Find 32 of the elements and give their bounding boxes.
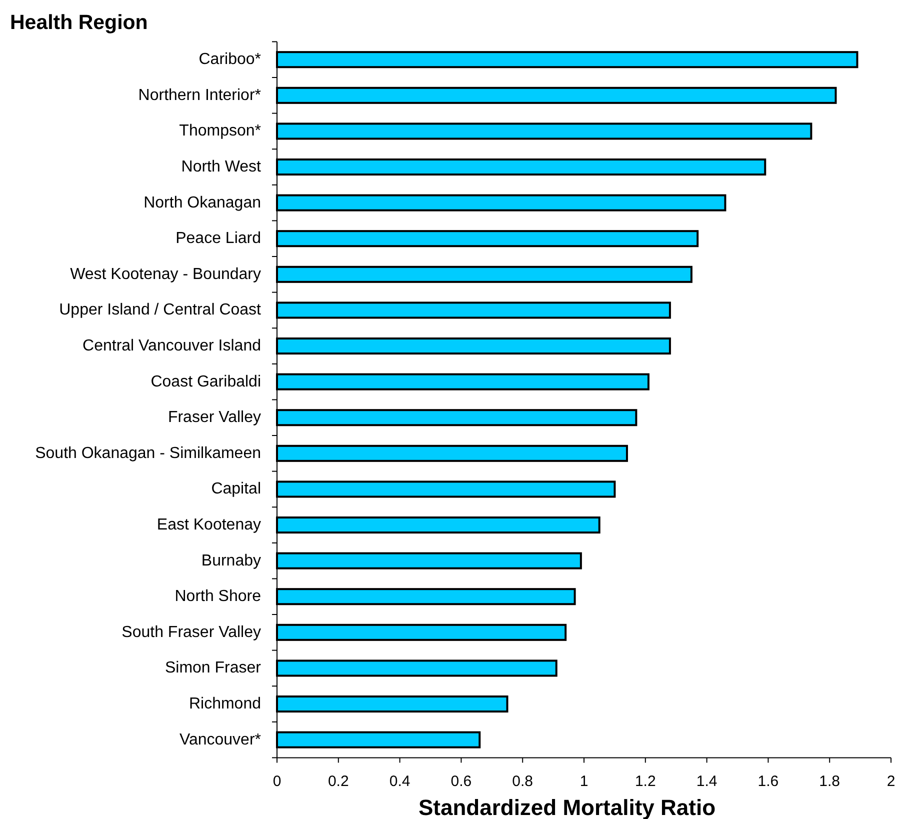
y-tick-label: Upper Island / Central Coast: [59, 302, 262, 319]
y-tick-label: East Kootenay: [156, 516, 261, 534]
x-tick-label: 1: [580, 773, 588, 790]
y-axis-title: Health Region: [10, 11, 148, 34]
y-tick-label: North Shore: [174, 588, 262, 606]
y-tick-label: Central Vancouver Island: [82, 338, 261, 354]
y-tick-label: Simon Fraser: [164, 660, 262, 677]
y-tick-label: South Okanagan - Similkameen: [35, 444, 261, 462]
x-tick-label: 1.4: [696, 773, 718, 790]
y-tick-label: Thompson*: [179, 122, 261, 140]
x-tick-label: 0: [272, 773, 282, 790]
y-tick-label: Capital: [211, 480, 261, 498]
x-tick-label: 0.4: [389, 773, 410, 790]
y-tick-label: Northern Interior*: [138, 86, 261, 104]
y-tick-label: West Kootenay - Boundary: [70, 266, 261, 283]
y-tick-label: Coast Garibaldi: [150, 373, 261, 390]
x-tick-label: 1.6: [758, 773, 779, 790]
x-tick-label: 2: [886, 773, 896, 790]
y-tick-label: Cariboo*: [198, 51, 261, 68]
x-tick-label: 0.8: [512, 773, 534, 790]
y-tick-label: Vancouver*: [179, 731, 261, 748]
x-tick-label: 1.8: [819, 773, 840, 790]
y-tick-label: North Okanagan: [144, 194, 261, 212]
y-tick-label: Burnaby: [201, 552, 261, 570]
y-tick-label: North West: [181, 158, 262, 176]
x-tick-label: 0.2: [328, 773, 349, 790]
y-tick-label: South Fraser Valley: [122, 624, 261, 641]
x-tick-label: 0.6: [450, 773, 472, 790]
y-tick-label: Peace Liard: [176, 230, 261, 248]
y-tick-label: Richmond: [188, 696, 261, 712]
x-tick-label: 1.2: [634, 773, 656, 790]
y-tick-label: Fraser Valley: [168, 409, 261, 426]
